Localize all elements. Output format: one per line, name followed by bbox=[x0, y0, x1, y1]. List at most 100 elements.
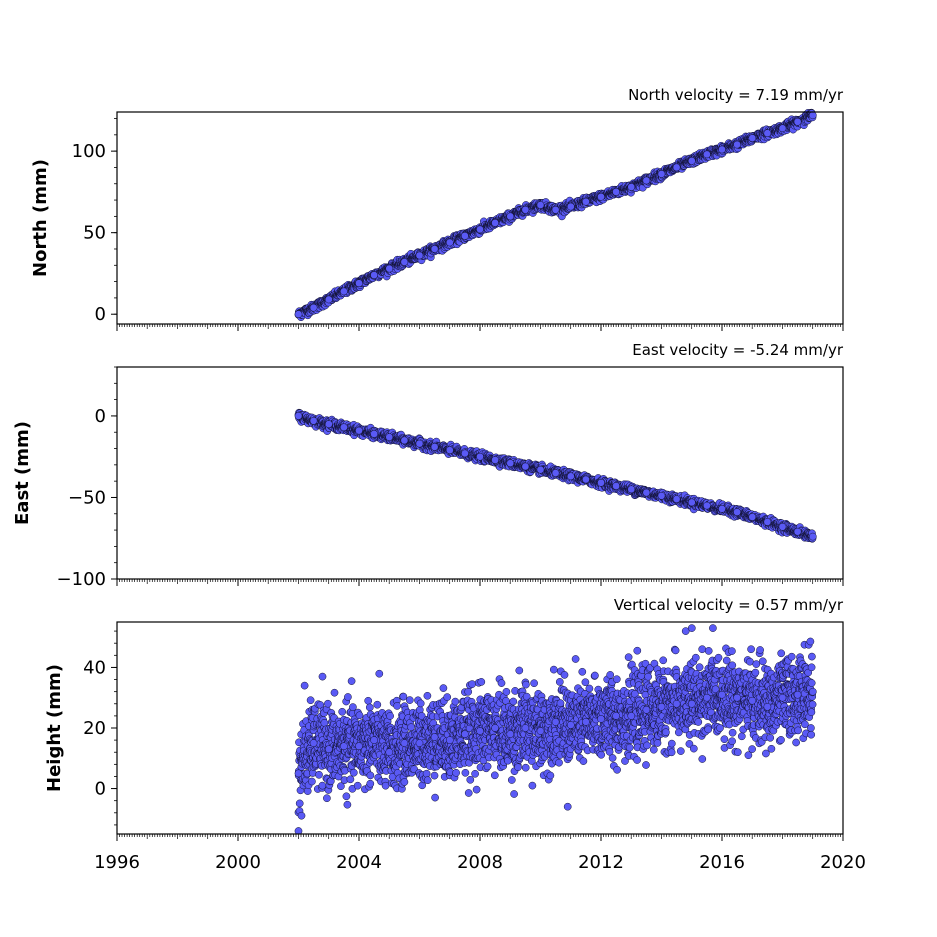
east-panel: East velocity = -5.24 mm/yr East (mm) 0 −… bbox=[12, 341, 844, 590]
north-point bbox=[461, 232, 469, 240]
east-point bbox=[612, 482, 620, 490]
height-point bbox=[297, 811, 306, 820]
north-point bbox=[703, 150, 711, 159]
east-point bbox=[491, 456, 499, 464]
east-point bbox=[415, 439, 424, 448]
east-y-tick-label: −100 bbox=[57, 569, 106, 590]
east-point bbox=[461, 449, 469, 458]
east-point bbox=[778, 522, 787, 531]
north-point bbox=[582, 197, 590, 206]
north-point bbox=[748, 134, 757, 142]
east-point bbox=[340, 423, 348, 432]
north-point bbox=[385, 264, 394, 273]
east-point bbox=[657, 491, 666, 500]
north-point bbox=[324, 295, 333, 304]
east-point bbox=[642, 488, 651, 497]
north-point bbox=[627, 183, 636, 191]
east-point bbox=[445, 446, 454, 455]
north-point bbox=[551, 205, 560, 214]
height-y-axis-label: Height (mm) bbox=[44, 664, 65, 792]
north-point bbox=[778, 124, 787, 133]
height-panel-title: Vertical velocity = 0.57 mm/yr bbox=[614, 596, 844, 614]
east-point bbox=[597, 478, 605, 487]
east-point bbox=[627, 485, 636, 494]
east-point bbox=[672, 495, 681, 503]
east-point bbox=[703, 501, 711, 510]
east-point bbox=[718, 505, 726, 513]
height-point bbox=[308, 777, 316, 786]
east-point bbox=[566, 472, 575, 481]
east-point bbox=[551, 469, 560, 477]
east-point bbox=[294, 412, 303, 420]
height-point bbox=[295, 799, 304, 808]
east-point bbox=[687, 498, 696, 507]
north-point bbox=[340, 287, 348, 296]
north-point bbox=[536, 201, 545, 209]
north-point bbox=[793, 117, 802, 126]
north-point bbox=[597, 192, 605, 201]
east-point bbox=[309, 416, 318, 425]
north-point bbox=[400, 258, 409, 266]
north-point bbox=[521, 205, 530, 214]
east-point bbox=[763, 518, 772, 526]
east-y-tick-label: −50 bbox=[68, 487, 106, 508]
north-point bbox=[763, 129, 772, 138]
height-scatter-points bbox=[294, 624, 817, 834]
north-point bbox=[718, 145, 726, 154]
east-point bbox=[385, 433, 394, 441]
height-point bbox=[315, 770, 323, 779]
north-point bbox=[445, 238, 454, 247]
north-point bbox=[687, 157, 696, 165]
height-point bbox=[318, 781, 327, 790]
east-point bbox=[400, 436, 409, 445]
height-point bbox=[324, 699, 332, 708]
east-point bbox=[536, 465, 545, 474]
height-point bbox=[330, 688, 339, 697]
east-point bbox=[430, 443, 439, 451]
north-y-tick-label: 50 bbox=[83, 223, 106, 244]
north-point bbox=[657, 170, 666, 178]
north-point bbox=[612, 188, 620, 196]
north-y-tick-label: 100 bbox=[72, 141, 106, 162]
east-point bbox=[355, 426, 363, 435]
height-point bbox=[318, 672, 327, 681]
north-panel: North velocity = 7.19 mm/yr North (mm) 0… bbox=[30, 86, 844, 331]
east-point bbox=[521, 462, 530, 471]
north-point bbox=[294, 310, 303, 319]
east-point bbox=[793, 527, 802, 536]
north-point bbox=[642, 176, 651, 185]
north-scatter-points bbox=[294, 108, 817, 322]
north-point bbox=[370, 271, 378, 279]
north-y-tick-label: 0 bbox=[95, 304, 106, 325]
north-point bbox=[506, 212, 515, 221]
east-axes-frame bbox=[116, 366, 844, 580]
east-point bbox=[808, 532, 817, 541]
north-y-axis-label: North (mm) bbox=[30, 159, 51, 277]
east-point bbox=[506, 459, 515, 468]
north-point bbox=[309, 303, 318, 312]
height-point bbox=[320, 719, 329, 727]
north-point bbox=[476, 225, 484, 234]
east-point bbox=[324, 420, 333, 428]
north-point bbox=[491, 219, 499, 227]
north-point bbox=[355, 279, 363, 288]
north-point bbox=[672, 163, 681, 172]
height-panel: Vertical velocity = 0.57 mm/yr Height (m… bbox=[44, 596, 866, 873]
east-point bbox=[748, 513, 757, 521]
east-scatter-points bbox=[294, 408, 817, 543]
east-point bbox=[733, 508, 741, 516]
north-point bbox=[808, 111, 817, 120]
height-point bbox=[306, 696, 315, 705]
east-point bbox=[476, 452, 484, 461]
east-point bbox=[582, 475, 590, 484]
east-panel-title: East velocity = -5.24 mm/yr bbox=[632, 341, 844, 359]
north-point bbox=[415, 251, 424, 260]
north-point bbox=[430, 245, 439, 253]
east-y-axis-label: East (mm) bbox=[12, 421, 33, 525]
east-y-tick-label: 0 bbox=[95, 406, 106, 427]
north-panel-title: North velocity = 7.19 mm/yr bbox=[628, 86, 844, 104]
height-point bbox=[323, 794, 331, 803]
north-point bbox=[733, 140, 741, 149]
north-point bbox=[566, 202, 575, 211]
